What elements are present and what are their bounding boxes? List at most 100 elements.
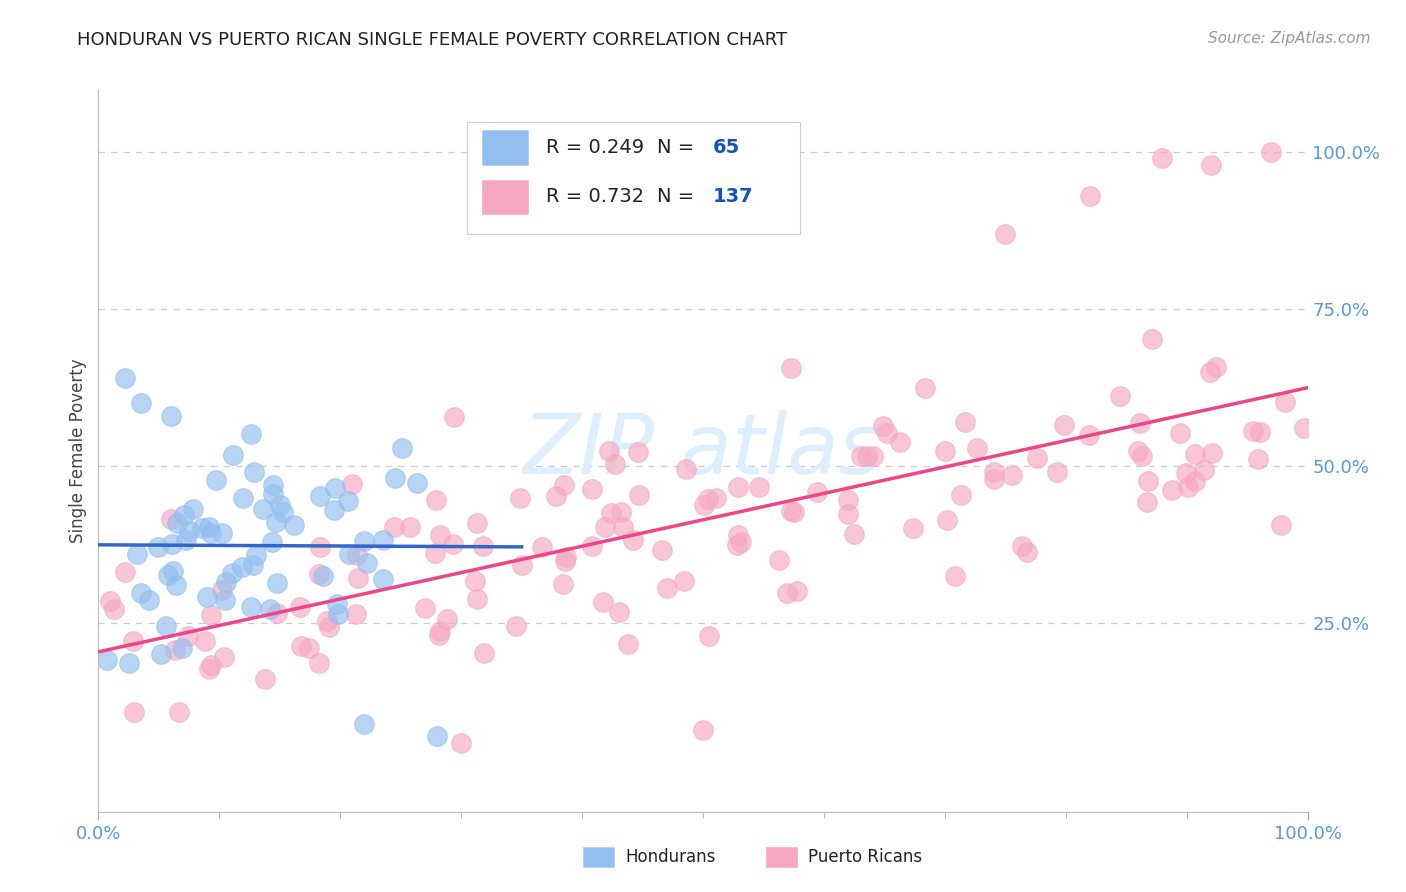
- Point: [391, 441, 413, 455]
- Point: [162, 564, 184, 578]
- Point: [290, 639, 312, 653]
- Point: [165, 578, 187, 592]
- Point: [672, 574, 695, 589]
- Point: [1077, 428, 1099, 442]
- Text: N =: N =: [657, 186, 695, 206]
- Point: [1292, 421, 1315, 435]
- Point: [727, 528, 749, 542]
- Point: [616, 637, 638, 651]
- Point: [384, 470, 406, 484]
- Point: [138, 592, 160, 607]
- Point: [129, 396, 152, 410]
- Point: [555, 550, 578, 565]
- Point: [181, 501, 204, 516]
- Point: [205, 473, 228, 487]
- Point: [346, 607, 368, 621]
- Point: [862, 449, 884, 463]
- Point: [423, 545, 446, 559]
- Point: [934, 444, 956, 458]
- Point: [692, 723, 714, 737]
- Point: [730, 535, 752, 549]
- Point: [651, 543, 673, 558]
- Point: [160, 512, 183, 526]
- Point: [356, 556, 378, 570]
- Point: [308, 656, 330, 670]
- Point: [914, 381, 936, 395]
- Point: [1270, 518, 1292, 533]
- Point: [837, 493, 859, 508]
- Text: R = 0.732: R = 0.732: [546, 186, 644, 206]
- Point: [1260, 145, 1282, 159]
- Text: Puerto Ricans: Puerto Ricans: [808, 848, 922, 866]
- Point: [406, 476, 429, 491]
- Point: [269, 498, 291, 512]
- Point: [1109, 389, 1132, 403]
- Point: [610, 506, 633, 520]
- Point: [780, 361, 803, 376]
- Point: [323, 502, 346, 516]
- Text: 137: 137: [713, 186, 754, 206]
- Point: [318, 620, 340, 634]
- Point: [200, 657, 222, 672]
- Point: [240, 426, 263, 441]
- Point: [465, 516, 488, 531]
- Point: [436, 612, 458, 626]
- Text: N =: N =: [657, 137, 695, 156]
- Point: [1184, 447, 1206, 461]
- Point: [509, 491, 531, 506]
- Text: HONDURAN VS PUERTO RICAN SINGLE FEMALE POVERTY CORRELATION CHART: HONDURAN VS PUERTO RICAN SINGLE FEMALE P…: [77, 31, 787, 49]
- Point: [655, 581, 678, 595]
- Point: [240, 600, 263, 615]
- Text: 65: 65: [713, 137, 740, 156]
- Point: [266, 575, 288, 590]
- Point: [530, 540, 553, 554]
- Point: [595, 520, 617, 534]
- Point: [211, 582, 233, 597]
- Point: [198, 662, 221, 676]
- Point: [697, 492, 720, 507]
- Point: [118, 656, 141, 670]
- Point: [347, 570, 370, 584]
- Point: [242, 466, 264, 480]
- Point: [346, 548, 368, 562]
- Point: [342, 476, 364, 491]
- Point: [298, 640, 321, 655]
- Text: Source: ZipAtlas.com: Source: ZipAtlas.com: [1208, 31, 1371, 46]
- Point: [283, 518, 305, 533]
- Point: [166, 516, 188, 530]
- Point: [1129, 416, 1152, 430]
- Point: [872, 418, 894, 433]
- Point: [472, 646, 495, 660]
- Point: [413, 601, 436, 615]
- Point: [125, 547, 148, 561]
- Point: [326, 597, 349, 611]
- Point: [592, 594, 614, 608]
- Point: [157, 568, 180, 582]
- Point: [323, 481, 346, 495]
- Point: [725, 538, 748, 552]
- Point: [849, 449, 872, 463]
- Point: [242, 558, 264, 573]
- Point: [1152, 151, 1174, 165]
- Point: [1247, 452, 1270, 467]
- Point: [994, 227, 1017, 241]
- Point: [429, 624, 451, 638]
- Point: [382, 520, 405, 534]
- Point: [603, 457, 626, 471]
- Point: [842, 526, 865, 541]
- Point: [336, 494, 359, 508]
- Point: [675, 462, 697, 476]
- Point: [936, 513, 959, 527]
- Point: [786, 583, 808, 598]
- Point: [1128, 444, 1150, 458]
- Point: [262, 478, 284, 492]
- Point: [779, 503, 801, 517]
- Point: [309, 489, 332, 503]
- Point: [768, 553, 790, 567]
- Point: [837, 507, 859, 521]
- Point: [553, 477, 575, 491]
- Point: [288, 600, 311, 615]
- Point: [353, 533, 375, 548]
- Point: [315, 614, 337, 628]
- Point: [191, 521, 214, 535]
